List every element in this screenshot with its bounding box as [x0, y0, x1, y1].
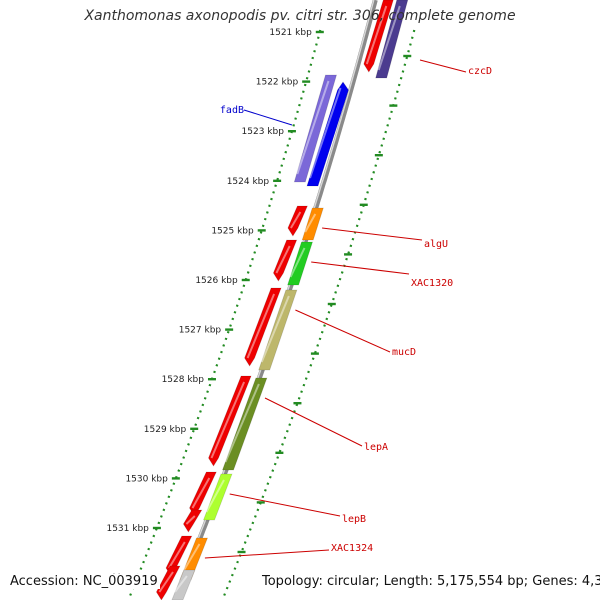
tick-label: 1521 kbp	[269, 28, 312, 38]
extra-gene-block-gray-shine	[174, 575, 188, 593]
XAC1320-gene-block	[287, 241, 314, 286]
mucD-label-leader	[295, 309, 391, 353]
map-title: Xanthomonas axonopodis pv. citri str. 30…	[84, 8, 516, 24]
czcD-gene-block-shine	[377, 5, 401, 71]
mucD-label: mucD	[392, 347, 416, 358]
XAC1320-label-leader	[311, 261, 410, 275]
algU-gene-track	[287, 205, 309, 237]
czcD-gene-track	[363, 0, 394, 73]
axis-layer: 1521 kbp 1522 kbp 1523 kbp 1524 kbp 1525 kbp…	[87, 28, 416, 603]
fadB-gene-track-shine	[309, 87, 342, 179]
lepA-gene-track-shine	[210, 381, 246, 459]
lepA-gene-block-shine	[224, 383, 260, 463]
extra-gene-track-b-shine	[158, 571, 174, 593]
tick-label: 1523 kbp	[242, 127, 285, 137]
fadB-label-leader	[243, 109, 293, 126]
czcD-gene-track-shine	[365, 5, 388, 65]
mucD-gene-block	[258, 289, 298, 371]
fadB-label: fadB	[220, 105, 244, 116]
lepA-label-leader	[264, 397, 363, 447]
czcD-label-leader	[419, 59, 467, 73]
fadB-gene-block-shine	[296, 80, 330, 175]
tick-label: 1529 kbp	[144, 425, 187, 435]
left-axis-line	[128, 29, 322, 599]
XAC1324-label-leader	[204, 549, 330, 559]
fadB-gene-block	[293, 74, 338, 183]
algU-gene-track-shine	[290, 211, 302, 229]
mucD-gene-block-shine	[260, 295, 290, 363]
fadB-gene-track	[306, 81, 349, 187]
lepB-gene-block	[202, 473, 233, 521]
extra-gene-track-a-shine	[185, 515, 196, 525]
XAC1320-label: XAC1320	[411, 278, 453, 289]
label-layer: czcD fadB algU XAC1320 mucD lepA lepB XAC1324	[204, 59, 492, 559]
lepB-label: lepB	[342, 514, 366, 525]
feature-layer	[155, 0, 409, 601]
czcD-gene-block	[375, 0, 409, 79]
tick-label: 1524 kbp	[227, 177, 270, 187]
tick-label: 1525 kbp	[211, 226, 254, 236]
lepB-label-leader	[229, 493, 341, 517]
XAC1320-gene-track	[272, 239, 298, 282]
lepA-gene-track	[208, 375, 252, 467]
tick-label: 1531 kbp	[106, 524, 149, 534]
algU-label-leader	[322, 227, 423, 241]
mucD-gene-track-shine	[246, 293, 276, 359]
extra-gene-track-a	[182, 509, 203, 533]
mucD-gene-track	[244, 287, 282, 367]
genome-summary-text: Topology: circular; Length: 5,175,554 bp…	[260, 574, 600, 589]
accession-text: Accession: NC_003919	[8, 574, 160, 589]
lepA-gene-block	[221, 377, 268, 471]
tick-label: 1527 kbp	[179, 326, 222, 336]
lepB-gene-track-shine	[191, 477, 211, 509]
tick-label: 1522 kbp	[256, 78, 299, 88]
czcD-label: czcD	[468, 66, 492, 77]
XAC1320-gene-block-shine	[289, 247, 306, 278]
XAC1324-gene-block-shine	[182, 543, 201, 573]
lepB-gene-block-shine	[205, 479, 225, 513]
XAC1320-gene-track-shine	[275, 245, 291, 274]
algU-label: algU	[424, 239, 448, 250]
tick-label: 1528 kbp	[162, 375, 205, 385]
algU-gene-block	[301, 207, 324, 241]
tick-label: 1530 kbp	[125, 474, 168, 484]
XAC1324-gene-track-shine	[168, 541, 186, 569]
algU-gene-block-shine	[304, 213, 317, 233]
lepA-label: lepA	[364, 442, 388, 453]
tick-label: 1526 kbp	[195, 276, 238, 286]
XAC1324-label: XAC1324	[331, 543, 373, 554]
